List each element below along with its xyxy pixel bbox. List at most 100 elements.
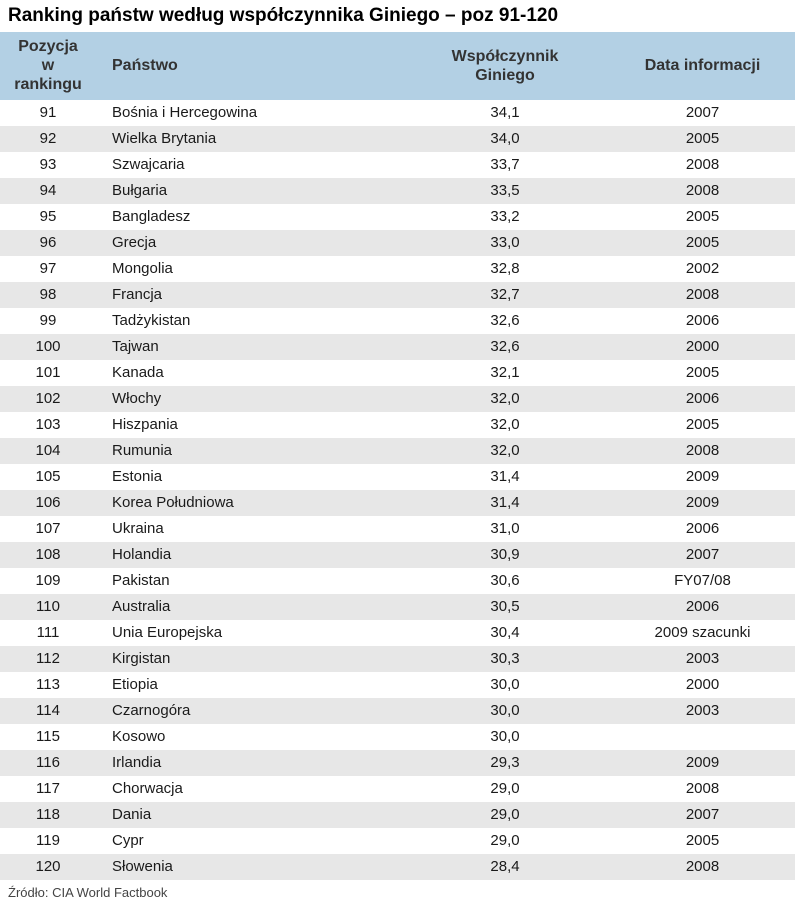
table-cell: 31,4: [400, 489, 610, 516]
table-cell: Dania: [96, 801, 400, 828]
table-body: 91 Bośnia i Hercegowina 34,1 2007 92 Wielka B…: [0, 99, 795, 880]
table-cell: 29,0: [400, 801, 610, 828]
table-cell: 2003: [610, 697, 795, 724]
table-cell: Włochy: [96, 385, 400, 412]
table-cell: 2005: [610, 229, 795, 256]
table-row: 98 Francja 32,7 2008: [0, 281, 795, 308]
table-cell: Francja: [96, 281, 400, 308]
table-cell: 2008: [610, 775, 795, 802]
table-head: Pozycja w rankingu Państwo Współczynnik Gi…: [0, 32, 795, 100]
table-cell: 2009: [610, 489, 795, 516]
table-cell: 31,0: [400, 515, 610, 542]
table-cell: 30,3: [400, 645, 610, 672]
table-row: 101 Kanada 32,1 2005: [0, 359, 795, 386]
table-row: 118 Dania 29,0 2007: [0, 801, 795, 828]
table-cell: 2007: [610, 801, 795, 828]
table-cell: Mongolia: [96, 255, 400, 282]
table-cell: FY07/08: [610, 567, 795, 594]
table-cell: 30,6: [400, 567, 610, 594]
table-cell: Kosowo: [96, 723, 400, 750]
table-cell: Etiopia: [96, 671, 400, 698]
table-cell: 2005: [610, 359, 795, 386]
table-cell: 98: [0, 281, 96, 308]
table-cell: 91: [0, 99, 96, 126]
table-row: 108 Holandia 30,9 2007: [0, 541, 795, 568]
table-cell: Bangladesz: [96, 203, 400, 230]
column-header-1: Państwo: [96, 32, 400, 100]
table-cell: Bułgaria: [96, 177, 400, 204]
table-cell: 95: [0, 203, 96, 230]
table-cell: 119: [0, 827, 96, 854]
table-row: 114 Czarnogóra 30,0 2003: [0, 697, 795, 724]
table-row: 96 Grecja 33,0 2005: [0, 229, 795, 256]
table-cell: 29,3: [400, 749, 610, 776]
table-cell: 30,9: [400, 541, 610, 568]
table-row: 111 Unia Europejska 30,4 2009 szacunki: [0, 619, 795, 646]
table-cell: Unia Europejska: [96, 619, 400, 646]
table-cell: 30,5: [400, 593, 610, 620]
table-cell: 2006: [610, 515, 795, 542]
table-cell: 2007: [610, 99, 795, 126]
table-cell: 34,0: [400, 125, 610, 152]
table-cell: 2008: [610, 151, 795, 178]
table-cell: Hiszpania: [96, 411, 400, 438]
table-cell: Słowenia: [96, 853, 400, 880]
table-cell: Australia: [96, 593, 400, 620]
table-cell: 33,2: [400, 203, 610, 230]
table-cell: 2000: [610, 333, 795, 360]
table-cell: Cypr: [96, 827, 400, 854]
table-row: 116 Irlandia 29,3 2009: [0, 749, 795, 776]
table-cell: 2008: [610, 281, 795, 308]
table-cell: Kanada: [96, 359, 400, 386]
table-cell: 2007: [610, 541, 795, 568]
table-cell: Wielka Brytania: [96, 125, 400, 152]
table-row: 117 Chorwacja 29,0 2008: [0, 775, 795, 802]
table-cell: [610, 723, 795, 750]
table-cell: 30,0: [400, 723, 610, 750]
table-cell: 92: [0, 125, 96, 152]
table-row: 115 Kosowo 30,0: [0, 723, 795, 750]
table-cell: 116: [0, 749, 96, 776]
table-cell: 29,0: [400, 775, 610, 802]
table-row: 104 Rumunia 32,0 2008: [0, 437, 795, 464]
table-cell: 2005: [610, 203, 795, 230]
table-cell: 102: [0, 385, 96, 412]
table-row: 119 Cypr 29,0 2005: [0, 827, 795, 854]
table-cell: 2008: [610, 437, 795, 464]
table-cell: 2005: [610, 411, 795, 438]
table-cell: 2000: [610, 671, 795, 698]
table-cell: 32,6: [400, 333, 610, 360]
column-header-0: Pozycja w rankingu: [0, 32, 96, 100]
table-cell: 2006: [610, 593, 795, 620]
table-cell: 2006: [610, 307, 795, 334]
table-cell: Chorwacja: [96, 775, 400, 802]
table-cell: 31,4: [400, 463, 610, 490]
table-cell: 96: [0, 229, 96, 256]
table-cell: Bośnia i Hercegowina: [96, 99, 400, 126]
table-cell: Tadżykistan: [96, 307, 400, 334]
table-cell: 111: [0, 619, 96, 646]
table-cell: Estonia: [96, 463, 400, 490]
table-cell: 2009: [610, 749, 795, 776]
table-row: 107 Ukraina 31,0 2006: [0, 515, 795, 542]
table-cell: 99: [0, 307, 96, 334]
table-row: 105 Estonia 31,4 2009: [0, 463, 795, 490]
table-cell: 2005: [610, 827, 795, 854]
table-cell: 97: [0, 255, 96, 282]
source-note: Źródło: CIA World Factbook: [8, 884, 168, 900]
table-row: 93 Szwajcaria 33,7 2008: [0, 151, 795, 178]
gini-ranking-table: Pozycja w rankingu Państwo Współczynnik Gi…: [0, 32, 795, 880]
table-cell: 108: [0, 541, 96, 568]
table-row: 106 Korea Południowa 31,4 2009: [0, 489, 795, 516]
table-cell: Irlandia: [96, 749, 400, 776]
header-row: Pozycja w rankingu Państwo Współczynnik Gi…: [0, 32, 795, 100]
table-row: 94 Bułgaria 33,5 2008: [0, 177, 795, 204]
table-cell: 107: [0, 515, 96, 542]
table-cell: 109: [0, 567, 96, 594]
table-cell: 32,6: [400, 307, 610, 334]
table-cell: 2008: [610, 853, 795, 880]
column-header-2: Współczynnik Giniego: [400, 32, 610, 100]
table-cell: Holandia: [96, 541, 400, 568]
table-cell: 93: [0, 151, 96, 178]
table-cell: 100: [0, 333, 96, 360]
